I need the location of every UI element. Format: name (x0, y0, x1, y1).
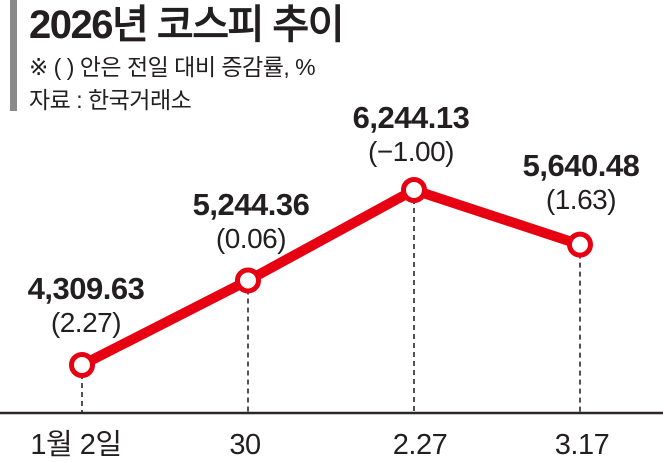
point-value: 5,640.48 (522, 148, 640, 183)
point-value: 6,244.13 (352, 100, 470, 135)
x-axis-label-jan30: 30 (229, 429, 261, 461)
trend-line (79, 185, 582, 370)
point-change: (0.06) (215, 223, 287, 254)
x-axis-label-jan2: 1월 2일 (30, 429, 122, 461)
data-point-marker (235, 267, 261, 294)
title-accent-bar (10, 0, 17, 111)
point-value: 5,244.36 (192, 187, 310, 222)
point-change: (−1.00) (367, 136, 454, 167)
chart-footnote: ※ ( ) 안은 전일 대비 증감률, % (29, 54, 316, 80)
x-axis-label-feb27: 2.27 (392, 429, 448, 461)
point-change: (1.63) (545, 184, 617, 215)
page-title: 2026년 코스피 추이 (29, 3, 345, 47)
point-label-mar17: 5,640.48 (1.63) (523, 149, 640, 216)
data-point-marker (69, 352, 95, 378)
data-point-marker (401, 177, 427, 203)
point-label-feb27: 6,244.13 (−1.00) (353, 101, 470, 168)
data-point-marker (567, 231, 593, 258)
x-axis-label-mar17: 3.17 (554, 429, 610, 461)
point-change: (2.27) (50, 307, 122, 338)
point-label-jan2: 4,309.63 (2.27) (28, 272, 145, 339)
point-label-jan30: 5,244.36 (0.06) (193, 188, 310, 255)
point-value: 4,309.63 (27, 271, 145, 306)
data-source: 자료 : 한국거래소 (29, 87, 192, 113)
